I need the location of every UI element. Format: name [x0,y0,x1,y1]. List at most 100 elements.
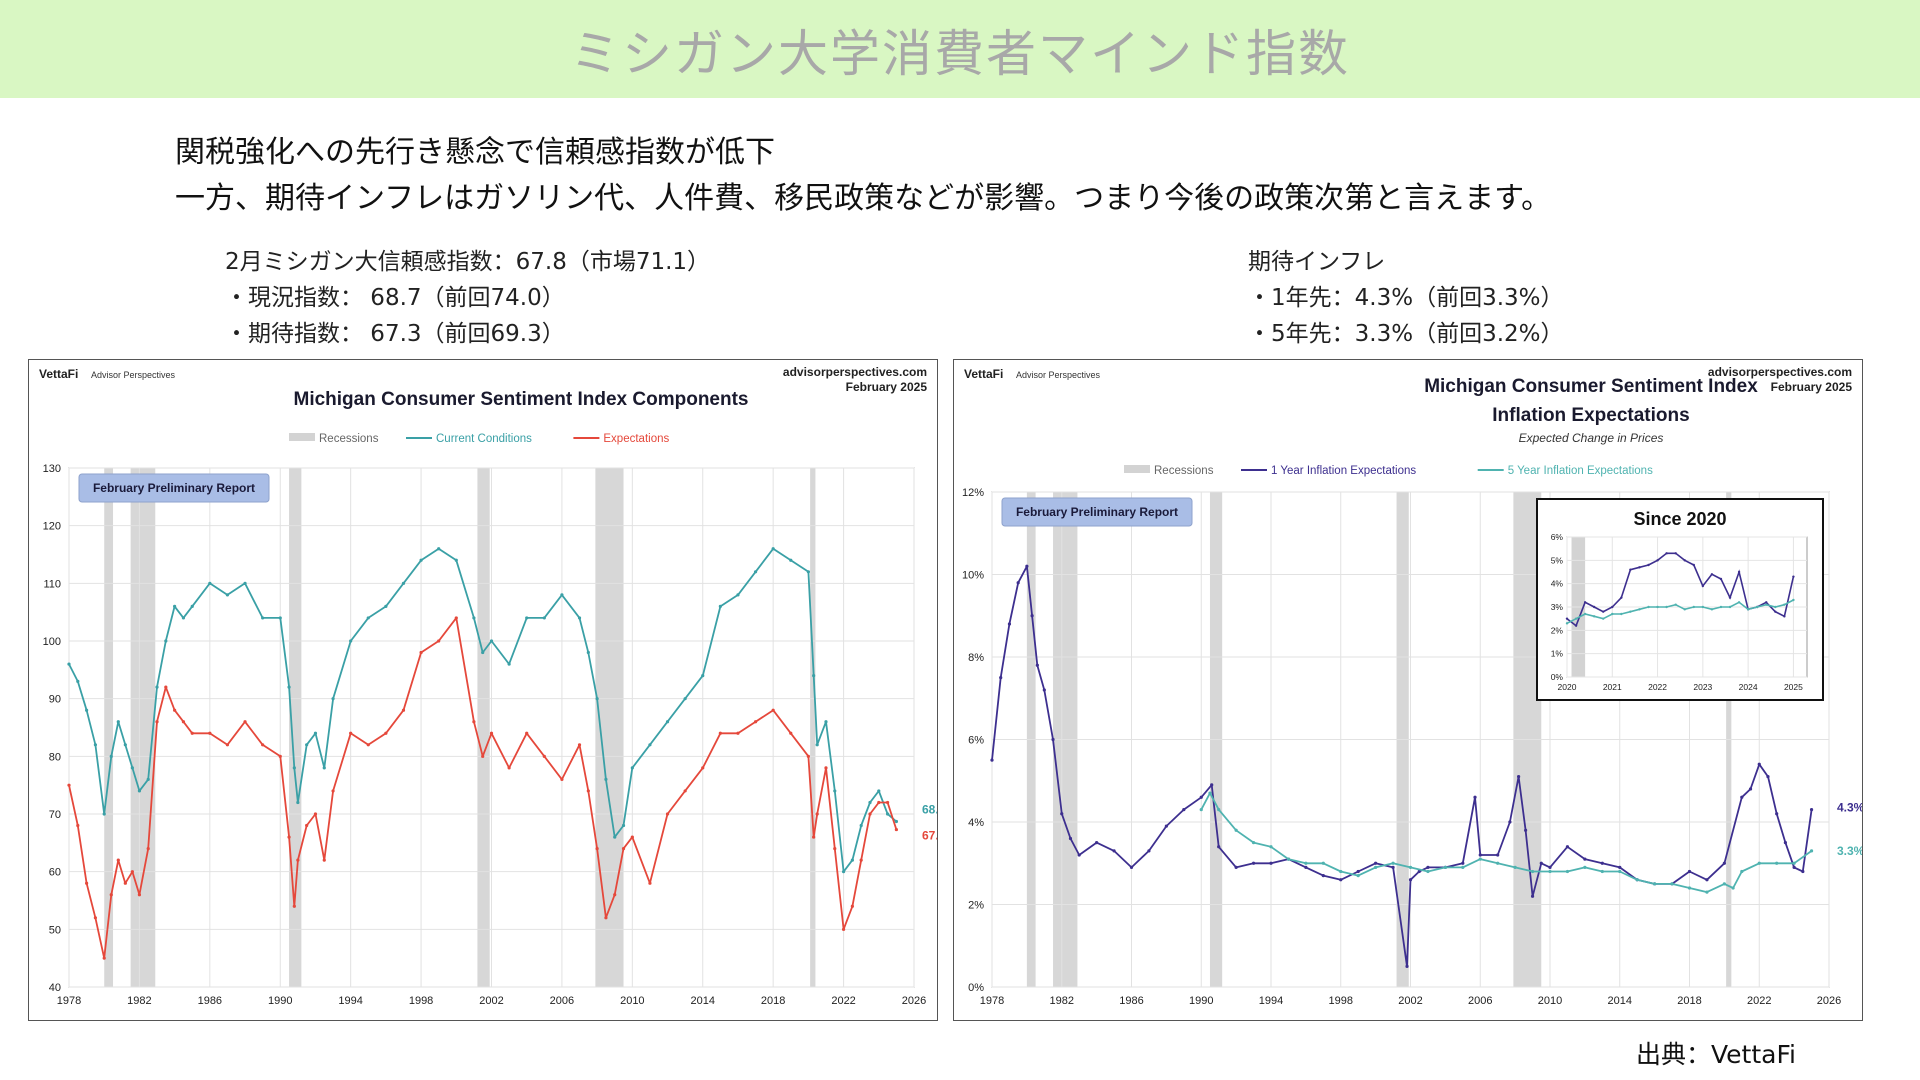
brand-logo: VettaFi [964,367,1003,381]
inset-series-line-1 [1566,599,1794,625]
x-tick-label-0: 1978 [57,995,81,1007]
series-1-point-59 [812,835,816,839]
series-1-point-66 [868,812,872,816]
series-1-point-22 [292,904,296,908]
series-1-point-34 [454,616,458,620]
series-0-point-38 [1478,853,1482,857]
inset-series-1-point-15 [1701,605,1705,609]
inset-series-0-point-18 [1728,596,1732,599]
series-1-point-42 [577,743,582,747]
series-0-point-51 [683,697,687,701]
series-0-point-29 [366,616,370,620]
x-tick-label-8: 2010 [620,995,644,1007]
inset-series-0-point-1 [1574,624,1578,627]
inset-series-0-point-16 [1710,573,1714,576]
series-1-point-26 [1635,878,1639,882]
series-0-point-13 [173,604,177,608]
inset-series-0-point-11 [1665,552,1668,555]
series-0-point-25 [313,731,318,735]
series-1-point-11 [1374,865,1378,869]
series-0-point-36 [1461,861,1465,865]
series-0-point-48 [630,766,634,770]
right-info: 期待インフレ ・1年先：4.3%（前回3.3%） ・5年先：3.3%（前回3.2… [1248,244,1564,352]
series-1-point-29 [366,743,370,747]
series-line-1 [68,616,898,960]
series-0-point-33 [1417,869,1421,874]
series-1-point-54 [736,731,740,735]
series-1-point-10 [146,847,150,851]
left-info-line-1: 2月ミシガン大信頼感指数：67.8（市場71.1） [225,249,711,275]
series-1-point-21 [1548,869,1552,874]
inset-series-0-point-10 [1656,559,1659,562]
series-0-point-61 [1783,841,1788,845]
inset-series-1-point-24 [1783,603,1786,606]
x-tick-label-11: 2022 [1747,995,1771,1007]
x-tick-label-11: 2022 [831,995,855,1007]
series-0-point-40 [1508,820,1512,824]
chart-legend: Recessions 1 Year Inflation Expectations 5… [1124,465,1653,477]
series-1-point-19 [1513,865,1517,869]
series-1-point-28 [1670,882,1674,886]
series-1-point-36 [481,754,485,758]
series-end-label-0: 68.7 [922,802,937,816]
series-1-point-21 [287,835,291,839]
legend-label-1: Current Conditions [436,433,532,445]
series-1-point-31 [401,708,406,712]
inset-y-tick-label-4: 4% [1551,579,1564,589]
inset-series-0-point-17 [1719,577,1723,581]
series-1-point-7 [123,881,127,885]
inset-series-0-point-0 [1565,617,1569,620]
series-0-point-1 [999,676,1003,680]
inset-series-0-point-19 [1737,570,1741,574]
inset-y-tick-label-1: 1% [1551,649,1564,659]
series-1-point-8 [130,870,134,874]
series-1-point-60 [815,812,819,816]
series-0-point-28 [1356,869,1360,874]
y-tick-label-8: 120 [43,521,61,533]
series-0-point-59 [1766,775,1770,779]
series-0-point-6 [1035,663,1039,667]
series-1-point-44 [595,847,599,851]
inset-series-0-point-14 [1692,563,1695,567]
series-0-point-49 [648,743,652,747]
inset-series-1-point-13 [1683,608,1686,611]
series-0-point-16 [208,581,212,585]
inset-series-1-point-0 [1565,622,1569,625]
y-tick-label-2: 60 [49,867,61,879]
series-0-point-45 [604,777,608,781]
series-0-point-24 [305,743,309,747]
series-1-point-57 [789,731,793,735]
series-0-point-11 [155,685,159,689]
inset-x-tick-label-3: 2023 [1693,682,1712,692]
series-1-point-40 [542,754,546,758]
page-title: ミシガン大学消費者マインド指数 [570,25,1350,83]
inset-series-1-point-19 [1737,601,1741,604]
y-tick-label-5: 90 [49,694,61,706]
inset-series-1-point-17 [1719,605,1723,609]
x-tick-label-10: 2018 [1677,995,1701,1007]
series-0-point-54 [1705,878,1709,882]
series-1-point-14 [181,720,186,724]
series-1-point-0 [1199,808,1203,812]
series-1-point-67 [877,800,881,805]
inset-y-tick-label-0: 0% [1551,672,1564,682]
x-tick-label-10: 2018 [761,995,785,1007]
series-1-point-37 [1809,849,1814,853]
series-0-point-4 [102,812,106,816]
series-0-point-32 [419,558,423,562]
series-1-point-19 [261,743,265,747]
series-1-point-3 [93,916,98,920]
series-1-point-2 [85,881,89,885]
series-1-point-24 [1600,869,1604,874]
series-0-point-14 [181,616,186,620]
series-0-point-54 [736,593,740,597]
series-line-0 [68,547,897,873]
series-0-point-61 [824,720,828,724]
series-1-point-33 [437,639,441,643]
inset-series-0-point-6 [1620,596,1623,599]
left-info-line-2: ・現況指数： 68.7（前回74.0） [225,285,565,311]
inset-series-0-point-5 [1611,605,1614,609]
inset-series-1-point-2 [1583,612,1587,616]
series-0-point-0 [67,662,71,666]
series-0-point-16 [1164,824,1168,828]
